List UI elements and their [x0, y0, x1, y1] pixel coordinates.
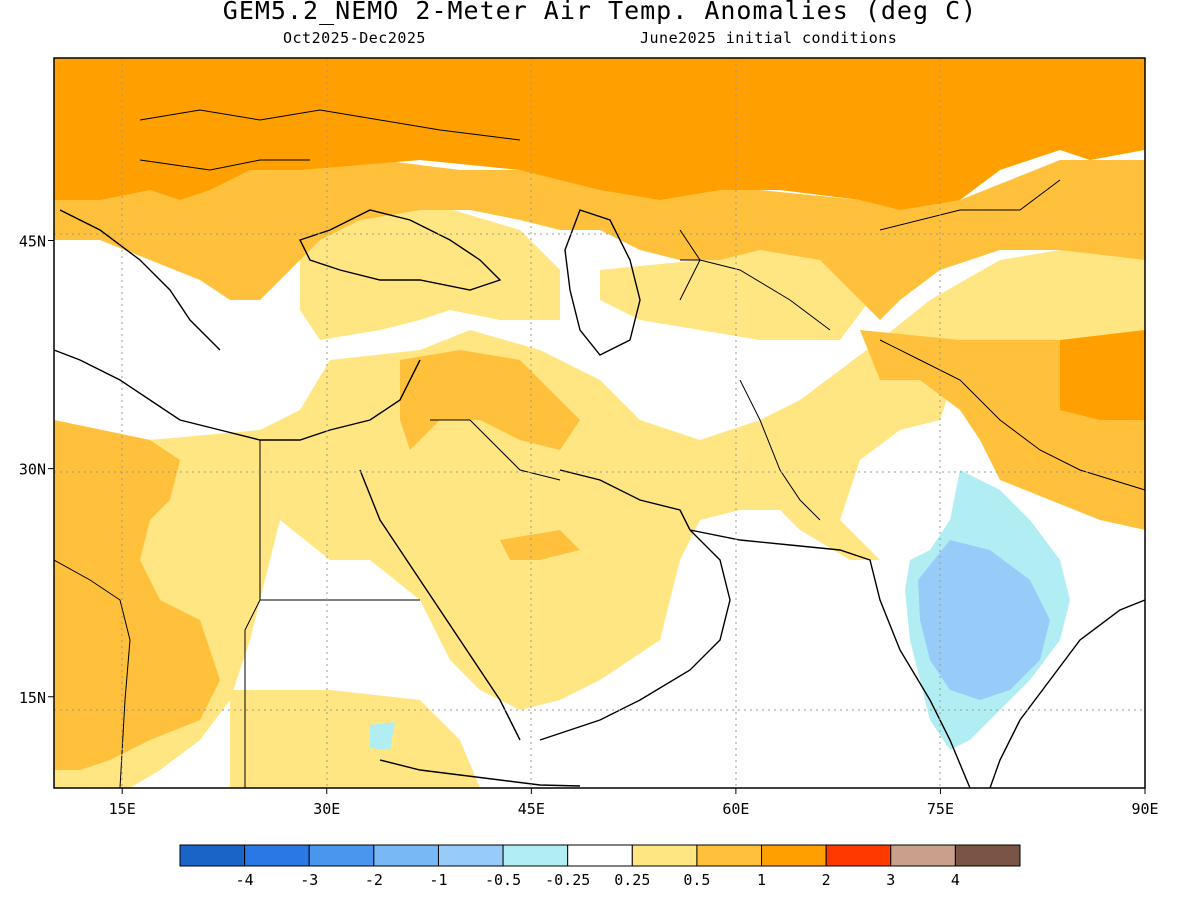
initial-conditions-label: June2025 initial conditions	[640, 29, 898, 47]
forecast-period: Oct2025-Dec2025	[283, 29, 426, 47]
lon-tick-label: 30E	[313, 800, 340, 818]
lat-tick-label: 15N	[19, 689, 46, 707]
map-title: GEM5.2_NEMO 2-Meter Air Temp. Anomalies …	[222, 0, 978, 25]
lon-tick-label: 60E	[722, 800, 749, 818]
map-frame	[53, 57, 1146, 789]
lon-tick-label: 15E	[109, 800, 136, 818]
anomaly-negative-shading	[370, 470, 1070, 750]
lon-tick-label: 45E	[518, 800, 545, 818]
lat-tick-label: 45N	[19, 233, 46, 251]
lon-tick-label: 90E	[1131, 800, 1158, 818]
gridlines	[54, 58, 1145, 788]
country-borders	[54, 109, 1145, 788]
axis-ticks: 15E 30E 45E 60E 75E 90E 45N 30N 15N	[19, 233, 1159, 819]
lat-tick-label: 30N	[19, 461, 46, 479]
lon-tick-label: 75E	[927, 800, 954, 818]
anomaly-field	[54, 58, 1145, 788]
